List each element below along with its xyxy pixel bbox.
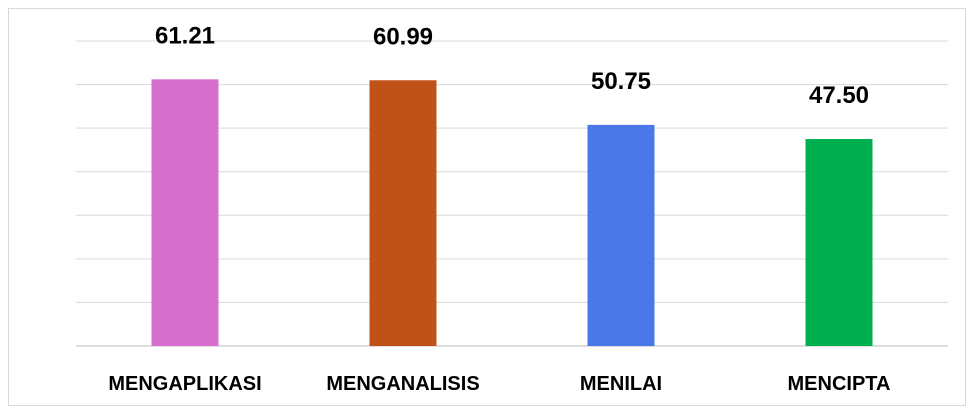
bar-mengaplikasi [151, 79, 219, 346]
bar-mencipta [805, 139, 873, 346]
category-labels: MENGAPLIKASI MENGANALISIS MENILAI MENCIPTA [108, 373, 890, 395]
category-label: MENGAPLIKASI [108, 373, 261, 395]
category-label: MENILAI [580, 373, 662, 395]
value-label: 60.99 [373, 23, 433, 50]
category-label: MENGANALISIS [326, 373, 479, 395]
value-label: 61.21 [155, 22, 215, 49]
bar-menganalisis [369, 80, 437, 346]
value-label: 50.75 [591, 68, 651, 95]
gridlines [76, 40, 948, 347]
value-label: 47.50 [809, 82, 869, 109]
bars [151, 79, 873, 346]
value-labels: 61.21 60.99 50.75 47.50 [155, 22, 869, 109]
category-label: MENCIPTA [788, 373, 891, 395]
bar-menilai [587, 124, 655, 346]
